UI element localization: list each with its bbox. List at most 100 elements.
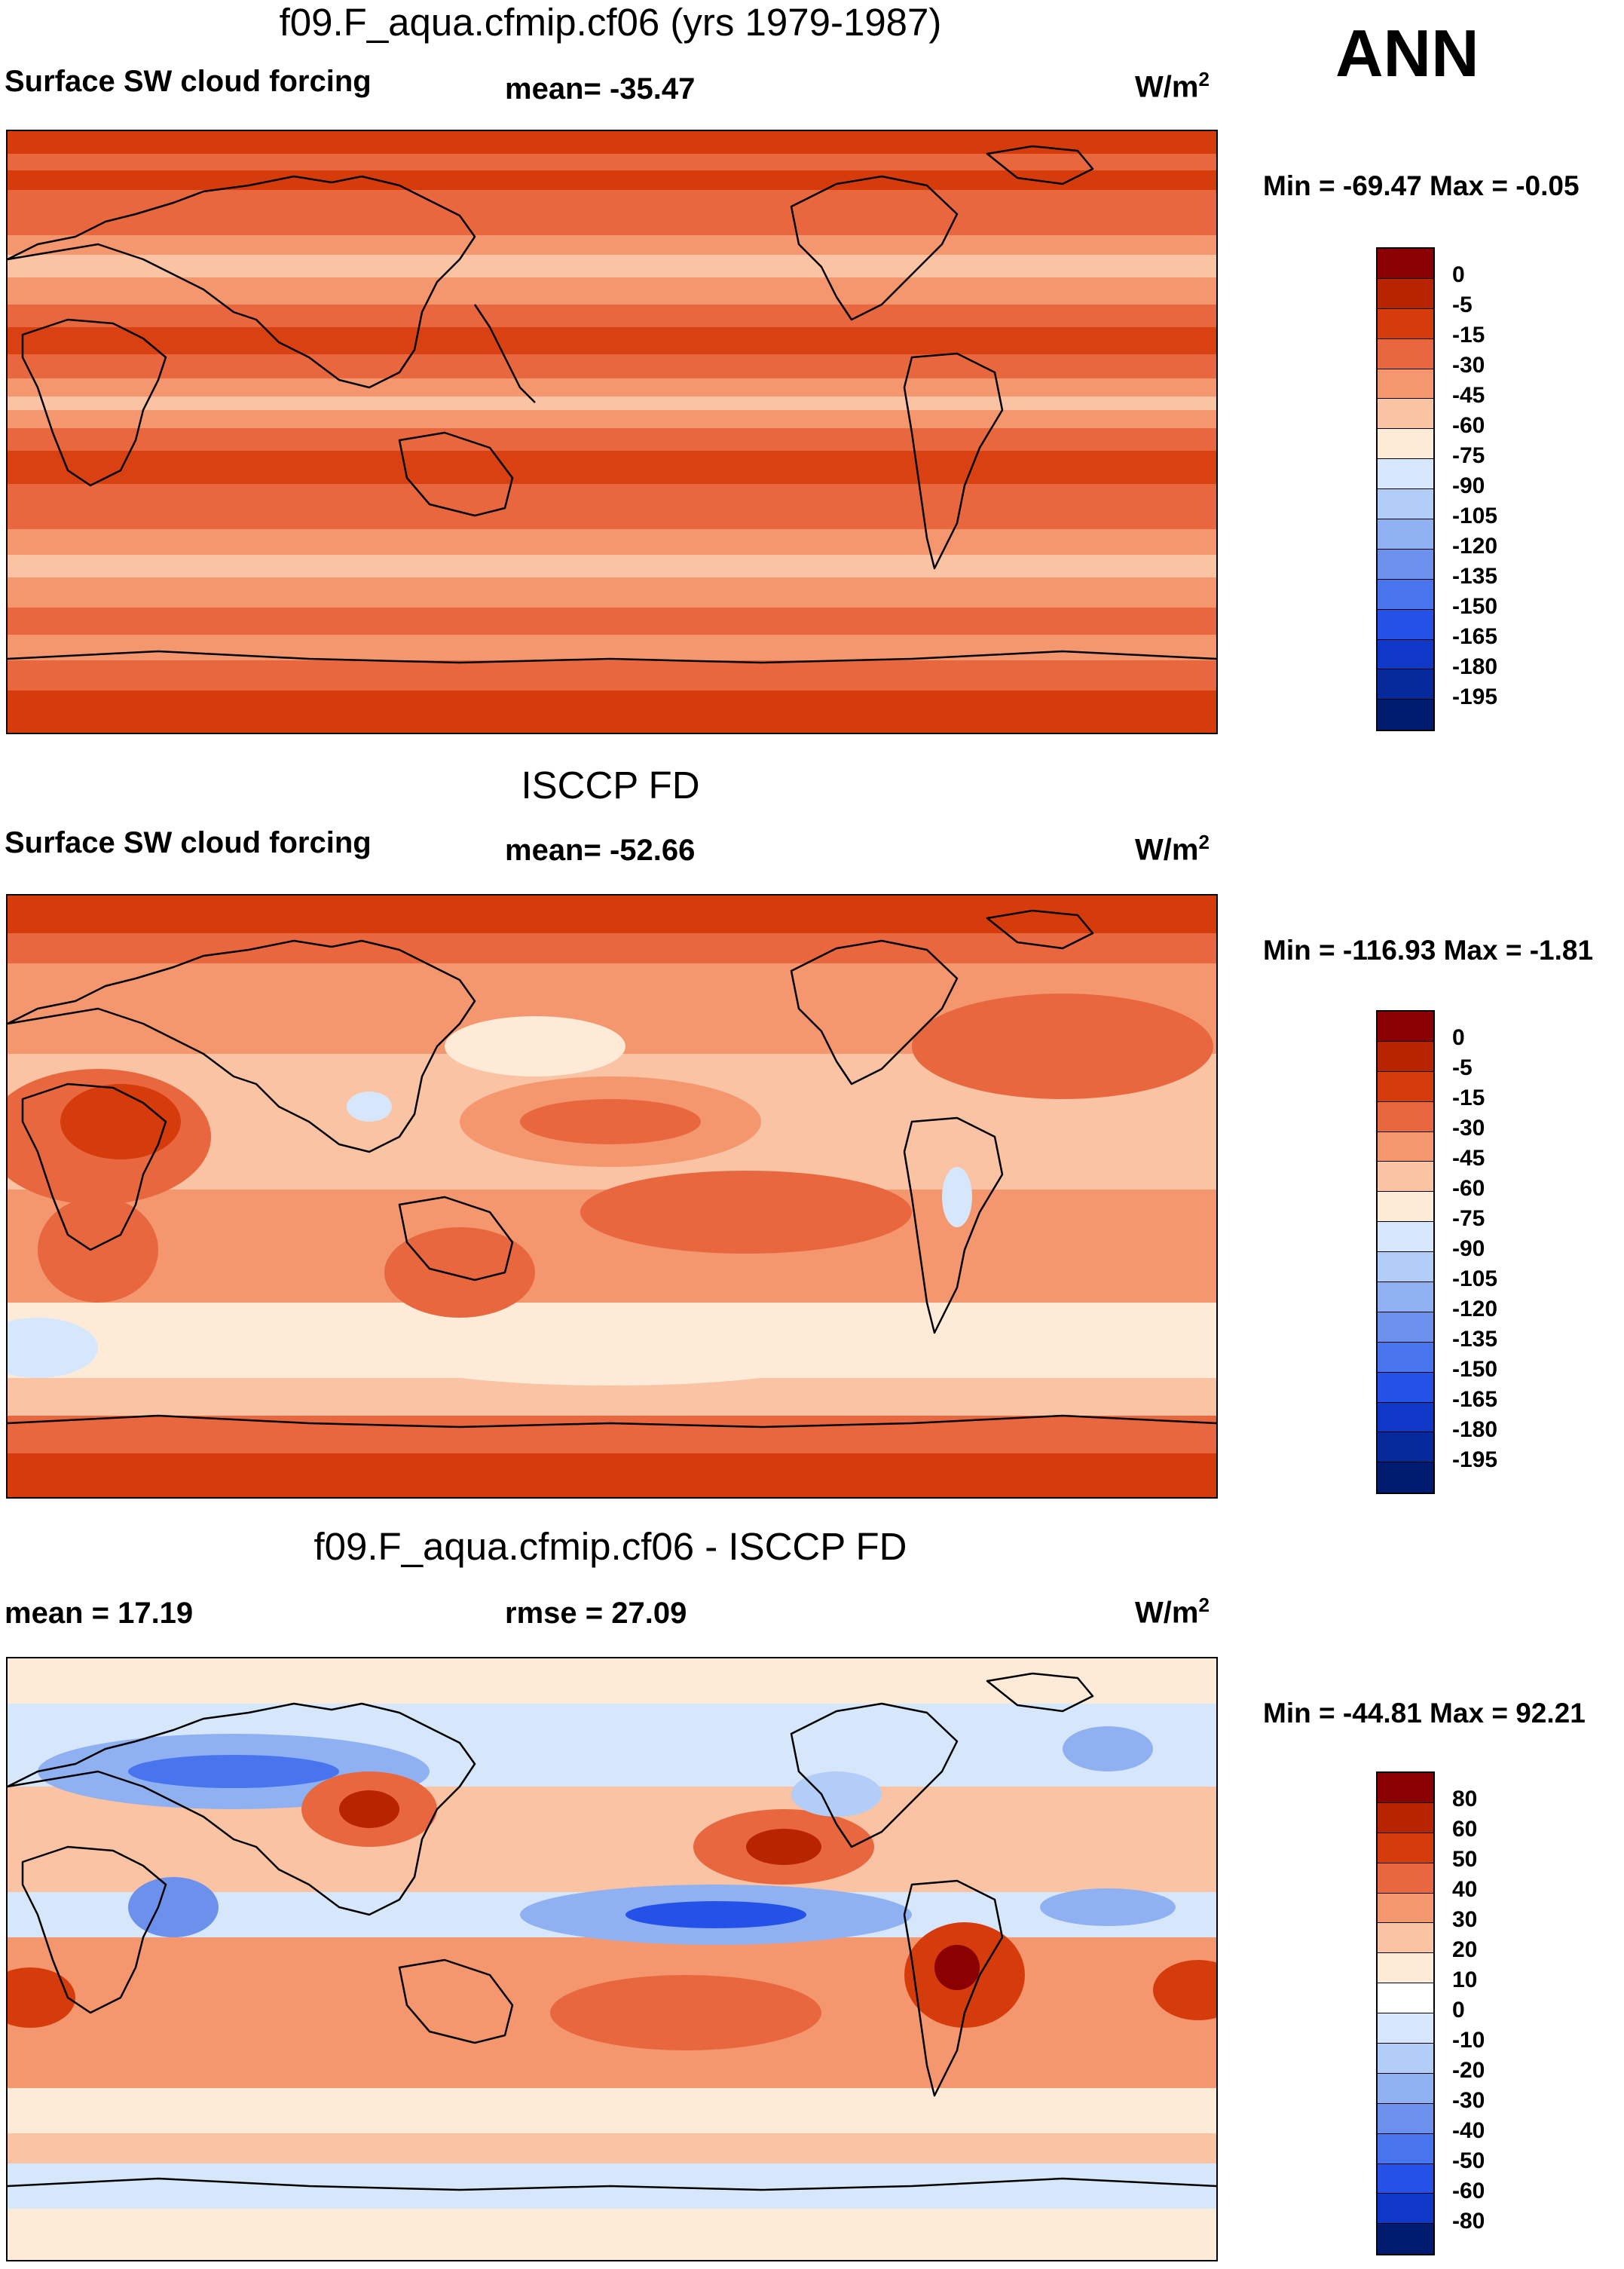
panel2-tick: -165 [1452, 1387, 1498, 1412]
panel2-tick: -75 [1452, 1206, 1485, 1231]
panel3-tick: 60 [1452, 1817, 1478, 1842]
colorbar-box [1378, 519, 1433, 550]
panel1-mean: mean= -35.47 [505, 72, 696, 106]
panel1-tick: -45 [1452, 383, 1485, 408]
panel3-tick: -10 [1452, 2028, 1485, 2053]
colorbar-box [1378, 2073, 1433, 2104]
panel2-tick: -30 [1452, 1116, 1485, 1141]
colorbar-box [1378, 2044, 1433, 2074]
colorbar-box [1378, 2133, 1433, 2164]
panel2-minmax: Min = -116.93 Max = -1.81 [1263, 935, 1594, 966]
panel2-map [6, 894, 1218, 1499]
panel2-subtitle: Surface SW cloud forcing [5, 826, 372, 859]
panel1-colorbar [1376, 247, 1435, 732]
colorbar-box [1378, 1342, 1433, 1373]
panel1-tick: -150 [1452, 594, 1498, 619]
colorbar-box [1378, 1953, 1433, 1984]
panel2-mean: mean= -52.66 [505, 834, 696, 867]
colorbar-box [1378, 1252, 1433, 1283]
colorbar-box [1378, 1162, 1433, 1193]
panel1-units: W/m2 [1135, 68, 1210, 104]
panel1-tick: -75 [1452, 443, 1485, 468]
panel3-tick: -40 [1452, 2118, 1485, 2143]
panel3-tick: 50 [1452, 1847, 1478, 1872]
colorbar-box [1378, 429, 1433, 460]
colorbar-box [1378, 1773, 1433, 1803]
colorbar-box [1378, 579, 1433, 610]
colorbar-box [1378, 249, 1433, 279]
panel2-colorbar [1376, 1010, 1435, 1495]
panel1-map [6, 130, 1218, 734]
colorbar-box [1378, 338, 1433, 369]
colorbar-box [1378, 1923, 1433, 1954]
panel1-tick: -5 [1452, 292, 1473, 317]
colorbar-box [1378, 1222, 1433, 1253]
panel2-title: ISCCP FD [521, 764, 700, 807]
colorbar-box [1378, 1312, 1433, 1343]
panel3-tick: -60 [1452, 2179, 1485, 2203]
panel2-tick: -60 [1452, 1176, 1485, 1201]
panel1-subtitle: Surface SW cloud forcing [5, 65, 372, 98]
panel1-tick: -30 [1452, 353, 1485, 378]
panel3-rmse: rmse = 27.09 [505, 1597, 687, 1630]
panel2-tick: -180 [1452, 1417, 1498, 1442]
panel3-tick: 10 [1452, 1967, 1478, 1992]
colorbar-box [1378, 1012, 1433, 1042]
panel3-tick: 80 [1452, 1787, 1478, 1811]
colorbar-box [1378, 639, 1433, 670]
colorbar-box [1378, 549, 1433, 580]
colorbar-box [1378, 1402, 1433, 1433]
colorbar-box [1378, 609, 1433, 640]
panel2-tick: -5 [1452, 1055, 1473, 1080]
panel2-tick: 0 [1452, 1025, 1465, 1050]
panel1-tick: -135 [1452, 564, 1498, 589]
colorbar-box [1378, 278, 1433, 309]
colorbar-box [1378, 308, 1433, 339]
season-label: ANN [1335, 16, 1479, 90]
panel2-units: W/m2 [1135, 831, 1210, 867]
panel2-tick: -105 [1452, 1266, 1498, 1291]
colorbar-box [1378, 459, 1433, 490]
panel2-tick: -195 [1452, 1447, 1498, 1472]
panel3-title: f09.F_aqua.cfmip.cf06 - ISCCP FD [313, 1525, 907, 1568]
panel3-tick: -30 [1452, 2088, 1485, 2113]
panel3-units: W/m2 [1135, 1594, 1210, 1630]
panel1-minmax: Min = -69.47 Max = -0.05 [1263, 170, 1580, 201]
panel3-colorbar [1376, 1771, 1435, 2256]
panel3-tick: 30 [1452, 1907, 1478, 1932]
panel3-tick: -50 [1452, 2148, 1485, 2173]
colorbar-box [1378, 1863, 1433, 1894]
colorbar-box [1378, 1192, 1433, 1223]
colorbar-box [1378, 1833, 1433, 1863]
panel3-map [6, 1657, 1218, 2261]
panel3-mean: mean = 17.19 [5, 1597, 194, 1630]
panel1-tick: -120 [1452, 534, 1498, 559]
panel1-tick: -60 [1452, 413, 1485, 438]
panel2-tick: -45 [1452, 1146, 1485, 1171]
panel1-tick: -180 [1452, 654, 1498, 679]
panel2-tick: -150 [1452, 1357, 1498, 1382]
colorbar-box [1378, 2194, 1433, 2225]
panel3-tick: -80 [1452, 2209, 1485, 2234]
panel2-tick: -120 [1452, 1297, 1498, 1321]
panel3-tick: 0 [1452, 1998, 1465, 2023]
panel1-title: f09.F_aqua.cfmip.cf06 (yrs 1979-1987) [279, 1, 942, 44]
colorbar-box [1378, 1101, 1433, 1132]
panel1-tick: -105 [1452, 504, 1498, 528]
colorbar-box [1378, 2013, 1433, 2044]
colorbar-box [1378, 399, 1433, 430]
panel3-tick: 20 [1452, 1937, 1478, 1962]
colorbar-box [1378, 1462, 1433, 1493]
colorbar-box [1378, 2224, 1433, 2255]
panel2-tick: -90 [1452, 1236, 1485, 1261]
panel2-tick: -135 [1452, 1327, 1498, 1352]
colorbar-box [1378, 669, 1433, 700]
colorbar-box [1378, 1372, 1433, 1403]
panel2-tick: -15 [1452, 1086, 1485, 1110]
panel1-tick: -15 [1452, 323, 1485, 348]
panel1-tick: -195 [1452, 684, 1498, 709]
colorbar-box [1378, 1071, 1433, 1102]
colorbar-box [1378, 700, 1433, 730]
panel1-tick: -90 [1452, 473, 1485, 498]
colorbar-box [1378, 489, 1433, 520]
